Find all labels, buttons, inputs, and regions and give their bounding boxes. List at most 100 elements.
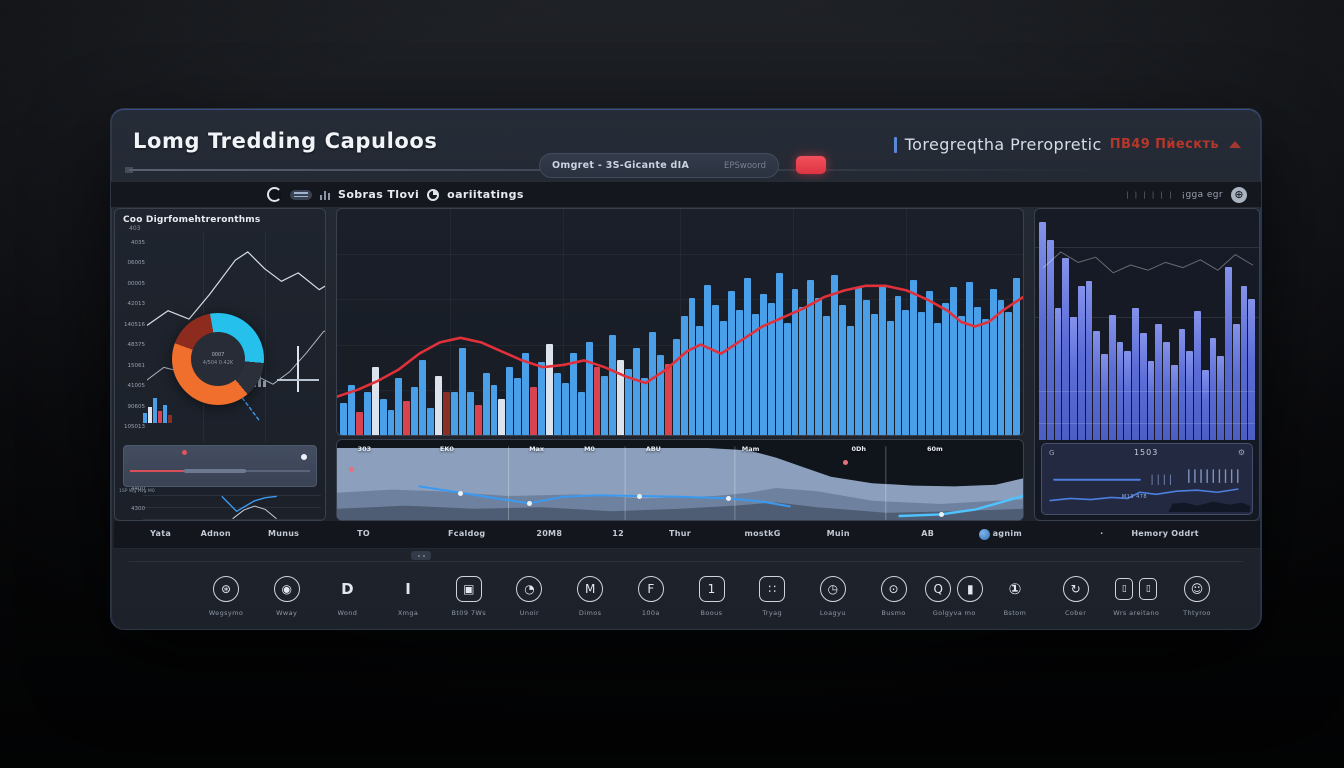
nav-marker	[636, 494, 642, 499]
y-axis-label: 90605	[127, 403, 146, 410]
mini-card-badge: M13 478	[1121, 494, 1148, 500]
record-button[interactable]	[796, 156, 826, 174]
dock-item-tryag[interactable]: ∷ Tryag	[742, 575, 802, 617]
alert-triangle-icon	[1229, 141, 1241, 148]
mini-card-left-icon[interactable]: G	[1049, 448, 1055, 457]
y-axis-label: 4300	[131, 506, 145, 512]
volume-bar	[847, 325, 854, 435]
refresh-icon: ↻	[1062, 576, 1089, 602]
y-axis-label: 00005	[127, 280, 146, 287]
main-x-axis: agnim TO Fcaldog 20M8 12 Thur mostkG Muin AB	[336, 521, 1024, 548]
strip-lines	[143, 489, 323, 520]
toolbar-label-2[interactable]: oariitatings	[447, 188, 524, 201]
dock-label: Loagyu	[819, 609, 846, 617]
header-right-text: Toregreqtha Preropretic	[904, 135, 1102, 154]
main-column: 303 EK0 Max M0 ABU Mam 0Dh 60m	[336, 208, 1024, 521]
menu-icon[interactable]	[290, 189, 312, 200]
dock-item-loagyu[interactable]: ◷ Loagyu	[803, 575, 863, 617]
right-bar	[1093, 331, 1100, 440]
volume-bar	[744, 277, 751, 435]
panels-row: Coo Digrfomehtreronthms 403 4035 06005 000…	[114, 208, 1260, 521]
right-mini-card[interactable]: G 1503 ⚙ M13 478	[1041, 443, 1253, 515]
memory-count-label: Hemory Oddrt	[1131, 529, 1199, 538]
volume-bar	[807, 279, 815, 435]
bar-chart-icon[interactable]	[320, 189, 330, 200]
nav-marker	[527, 501, 533, 507]
left-chart-panel[interactable]: Coo Digrfomehtreronthms 403 4035 06005 000…	[114, 208, 326, 521]
donut-center-value: 0007	[211, 352, 225, 358]
volume-bar	[450, 391, 458, 435]
volume-bar	[585, 341, 593, 435]
dock-item-boous[interactable]: 1 Boous	[682, 575, 742, 617]
dock-item-wway[interactable]: ◉ Wway	[257, 575, 317, 617]
volume-bar	[680, 316, 688, 435]
pill-icon: 1	[698, 576, 725, 602]
dock-item-xmga[interactable]: I Xmga	[378, 575, 438, 617]
right-bar	[1232, 324, 1240, 440]
navigator-label: Max	[529, 445, 545, 453]
clock-icon: ◔	[516, 576, 543, 602]
left-mini-bars	[143, 397, 172, 423]
accent-bar-icon	[893, 136, 897, 153]
volume-bar	[411, 387, 419, 435]
white-dot-handle[interactable]	[301, 454, 307, 460]
axis-right-label: agnim	[992, 529, 1022, 538]
dock-item-wond[interactable]: D Wond	[317, 575, 377, 617]
right-bar	[1209, 337, 1217, 440]
search-pill[interactable]: Omgret - 3S-Gicante dIA EPSwoord	[539, 153, 779, 178]
navigator-panel[interactable]: 303 EK0 Max M0 ABU Mam 0Dh 60m	[336, 439, 1024, 521]
dock-item-wrs-areitano[interactable]: ▯ ▯ Wrs areitano	[1106, 575, 1166, 617]
globe-icon[interactable]: ⊕	[1231, 186, 1247, 203]
y-axis-label: 48375	[127, 342, 146, 348]
clock-icon[interactable]	[267, 187, 282, 202]
dock-item-cober[interactable]: ↻ Cober	[1046, 575, 1106, 617]
slider-range[interactable]	[184, 469, 246, 473]
right-bar	[1155, 324, 1162, 440]
page-title: Lomg Tredding Capuloos	[133, 129, 438, 153]
volume-bar	[490, 384, 498, 435]
volume-bar	[561, 382, 569, 435]
dock-item-unoir[interactable]: ◔ Unoir	[499, 575, 559, 617]
left-x-axis: Yata Adnon Munus	[114, 521, 326, 548]
volume-bar	[870, 314, 878, 435]
dock-item-dimos[interactable]: M Dimos	[560, 575, 620, 617]
left-slider-card[interactable]	[123, 445, 317, 487]
donut-center-sub: 4/504 0.42K	[202, 360, 234, 366]
dock-item-busmo[interactable]: ⊙ Busmo	[864, 575, 924, 617]
dock-item-bstom[interactable]: ① Bstom	[985, 575, 1045, 617]
axis-globe-icon[interactable]	[979, 529, 990, 540]
left-y-axis: 4035 06005 00005 42013 140516 48375 15061 41005…	[117, 233, 145, 520]
volume-bar	[458, 348, 466, 435]
volume-bar	[989, 289, 997, 435]
right-bar	[1101, 353, 1108, 440]
quarter-circle-icon[interactable]	[427, 188, 440, 201]
dock-item-100a[interactable]: F 100a	[621, 575, 681, 617]
mini-card-chart	[1046, 460, 1250, 512]
right-bar	[1116, 342, 1124, 440]
dock-item-wegsymo[interactable]: ⊛ Wegsymo	[196, 575, 256, 617]
f-icon: F	[637, 576, 664, 602]
right-chart-panel[interactable]: G 1503 ⚙ M13 478	[1034, 208, 1260, 521]
main-chart-panel[interactable]	[336, 208, 1024, 436]
gear-icon[interactable]: ⚙	[1237, 448, 1245, 457]
left-bottom-strip: 1SP Wg Hvg M0	[115, 489, 325, 520]
volume-bar	[759, 293, 767, 435]
navigator-label: Mam	[741, 445, 760, 453]
toolbar-label-1[interactable]: Sobras Tlovi	[338, 188, 420, 201]
volume-bar	[395, 378, 403, 435]
phones-icon: ▯	[1115, 578, 1134, 600]
dock-item-bt09-7ws[interactable]: ▣ Bt09 7Ws	[439, 575, 499, 617]
dock-item-thtyroo[interactable]: ☺ Thtyroo	[1167, 575, 1227, 617]
smiley-icon: ☺	[1184, 576, 1210, 602]
dock-divider	[129, 561, 1243, 562]
toolbar-right: | | | | | | ¡gga egr ⊕	[1126, 186, 1247, 203]
dock-label: Xmga	[397, 609, 419, 617]
bulb-battery-icon: Q	[925, 576, 952, 602]
search-pill-hint: EPSwoord	[724, 160, 766, 171]
resize-handle[interactable]	[411, 551, 431, 560]
dock-item-golgyva-mo[interactable]: Q ▮ Golgyva mo	[924, 575, 984, 617]
navigator-label: ABU	[645, 445, 661, 453]
volume-bar	[949, 286, 957, 435]
mini-card-title: 1503	[1133, 448, 1159, 457]
volume-bar	[482, 373, 490, 435]
